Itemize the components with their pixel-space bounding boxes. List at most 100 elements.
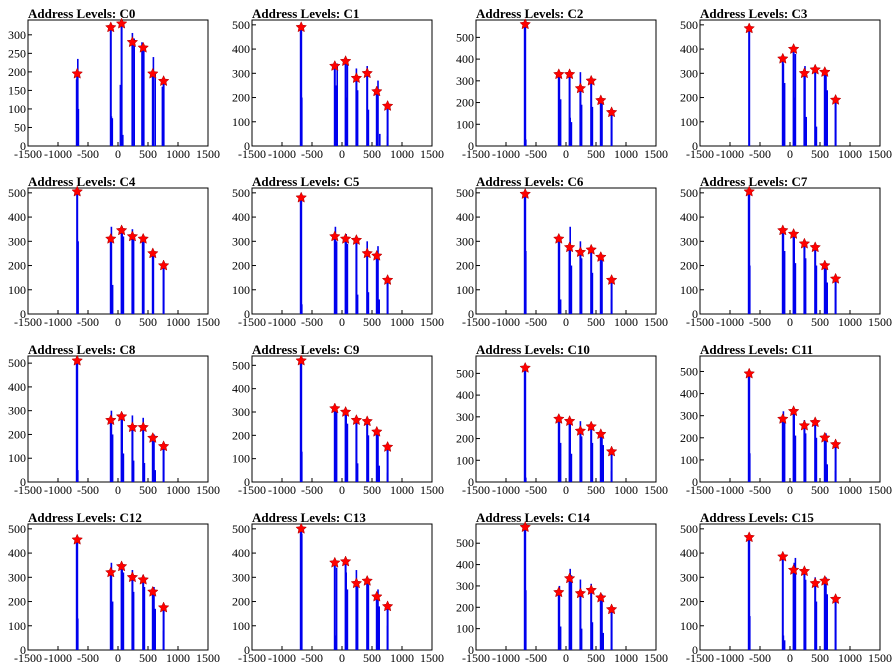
red-star-icon bbox=[574, 246, 587, 258]
x-tick-label: 0 bbox=[339, 315, 345, 329]
x-tick-label: -500 bbox=[749, 147, 771, 161]
x-tick-label: -1000 bbox=[268, 651, 296, 665]
red-star-icon bbox=[115, 410, 128, 422]
y-tick-label: 200 bbox=[232, 428, 250, 442]
red-star-icon bbox=[594, 591, 607, 603]
plot-frame bbox=[699, 187, 881, 315]
chart-svg: Address Levels: C90100200300400500-1500-… bbox=[232, 342, 444, 497]
plot-frame bbox=[27, 523, 209, 651]
x-tick-label: -500 bbox=[749, 315, 771, 329]
x-tick-label: 1000 bbox=[166, 315, 190, 329]
chart-panel: Address Levels: C0 0 50 100 150 200 250 300 -150… bbox=[0, 0, 224, 168]
chart-panel: Address Levels: C12 0 100 200 300 400 500 -1500… bbox=[0, 504, 224, 672]
y-tick-label: 300 bbox=[8, 28, 26, 42]
red-star-icon bbox=[743, 367, 756, 379]
y-tick-label: 500 bbox=[456, 536, 474, 550]
chart-title: Address Levels: C6 bbox=[476, 174, 584, 189]
chart-svg: Address Levels: C0 0 50 100 150 200 250 300 -150… bbox=[8, 6, 220, 161]
y-tick-label: 500 bbox=[232, 186, 250, 200]
x-tick-label: -1000 bbox=[268, 315, 296, 329]
y-tick-label: 100 bbox=[232, 452, 250, 466]
x-tick-label: 0 bbox=[115, 651, 121, 665]
x-tick-label: 500 bbox=[587, 483, 605, 497]
x-tick-label: 500 bbox=[139, 483, 157, 497]
x-tick-label: 0 bbox=[563, 651, 569, 665]
chart-svg: Address Levels: C11 0 100 200 300 400 500 -1500… bbox=[680, 342, 892, 497]
chart-title: Address Levels: C10 bbox=[476, 342, 590, 357]
y-tick-label: 500 bbox=[232, 358, 250, 372]
red-star-icon bbox=[798, 419, 811, 431]
x-tick-label: -1500 bbox=[238, 315, 266, 329]
red-star-icon bbox=[787, 227, 800, 239]
red-star-icon bbox=[585, 74, 598, 86]
x-tick-label: 1000 bbox=[390, 315, 414, 329]
x-tick-label: 500 bbox=[587, 147, 605, 161]
x-tick-label: 1000 bbox=[838, 651, 862, 665]
y-tick-label: 400 bbox=[680, 546, 698, 560]
x-tick-label: -1500 bbox=[14, 315, 42, 329]
y-tick-label: 500 bbox=[680, 522, 698, 536]
x-tick-label: 1000 bbox=[166, 147, 190, 161]
red-star-icon bbox=[137, 232, 150, 244]
x-tick-label: -500 bbox=[749, 483, 771, 497]
y-tick-label: 200 bbox=[456, 96, 474, 110]
red-star-icon bbox=[115, 560, 128, 572]
y-tick-label: 400 bbox=[680, 387, 698, 401]
y-tick-label: 500 bbox=[680, 186, 698, 200]
x-tick-label: -1000 bbox=[44, 483, 72, 497]
x-tick-label: 1500 bbox=[196, 483, 220, 497]
x-tick-label: 0 bbox=[339, 483, 345, 497]
chart-panel: Address Levels: C15 0 100 200 300 400 500 -1500… bbox=[672, 504, 896, 672]
x-tick-label: -1000 bbox=[716, 147, 744, 161]
red-star-icon bbox=[776, 550, 789, 562]
x-tick-label: -500 bbox=[525, 315, 547, 329]
chart-title: Address Levels: C1 bbox=[252, 6, 359, 21]
x-tick-label: 1500 bbox=[868, 483, 892, 497]
y-tick-label: 300 bbox=[8, 570, 26, 584]
red-star-icon bbox=[146, 67, 159, 79]
plot-frame bbox=[475, 355, 657, 483]
x-tick-label: 1000 bbox=[390, 651, 414, 665]
red-star-icon bbox=[370, 425, 383, 437]
red-star-icon bbox=[295, 21, 308, 33]
y-tick-label: 0 bbox=[468, 307, 474, 321]
red-star-icon bbox=[829, 93, 842, 105]
red-star-icon bbox=[574, 424, 587, 436]
y-tick-label: 400 bbox=[232, 382, 250, 396]
x-tick-label: 1000 bbox=[614, 315, 638, 329]
chart-title: Address Levels: C9 bbox=[252, 342, 360, 357]
red-star-icon bbox=[809, 577, 822, 589]
x-tick-label: -1500 bbox=[686, 147, 714, 161]
red-star-icon bbox=[594, 94, 607, 106]
red-star-icon bbox=[829, 438, 842, 450]
red-star-icon bbox=[563, 415, 576, 427]
y-tick-label: 400 bbox=[232, 210, 250, 224]
y-tick-label: 300 bbox=[232, 66, 250, 80]
red-star-icon bbox=[809, 241, 822, 253]
plot-frame bbox=[475, 19, 657, 147]
red-star-icon bbox=[818, 259, 831, 271]
x-tick-label: -1500 bbox=[462, 483, 490, 497]
x-tick-label: 1500 bbox=[196, 651, 220, 665]
plot-frame bbox=[27, 19, 209, 147]
x-tick-label: -1000 bbox=[492, 483, 520, 497]
red-star-icon bbox=[350, 577, 363, 589]
red-star-icon bbox=[146, 585, 159, 597]
x-tick-label: 0 bbox=[115, 315, 121, 329]
chart-title: Address Levels: C4 bbox=[28, 174, 136, 189]
x-tick-label: 1000 bbox=[390, 147, 414, 161]
x-tick-label: -1000 bbox=[716, 483, 744, 497]
red-star-icon bbox=[798, 565, 811, 577]
x-tick-label: -500 bbox=[77, 483, 99, 497]
y-tick-label: 500 bbox=[456, 30, 474, 44]
x-tick-label: -500 bbox=[77, 315, 99, 329]
y-tick-label: 300 bbox=[232, 570, 250, 584]
y-tick-label: 500 bbox=[8, 522, 26, 536]
chart-panel: Address Levels: C10 0 100 200 300 400 500 -1500… bbox=[448, 336, 672, 504]
y-tick-label: 100 bbox=[232, 619, 250, 633]
y-tick-label: 500 bbox=[680, 18, 698, 32]
x-tick-label: 1500 bbox=[644, 315, 668, 329]
x-tick-label: 500 bbox=[811, 651, 829, 665]
red-star-icon bbox=[381, 600, 394, 612]
chart-svg: Address Levels: C10 0 100 200 300 400 500 -1500… bbox=[456, 342, 668, 497]
